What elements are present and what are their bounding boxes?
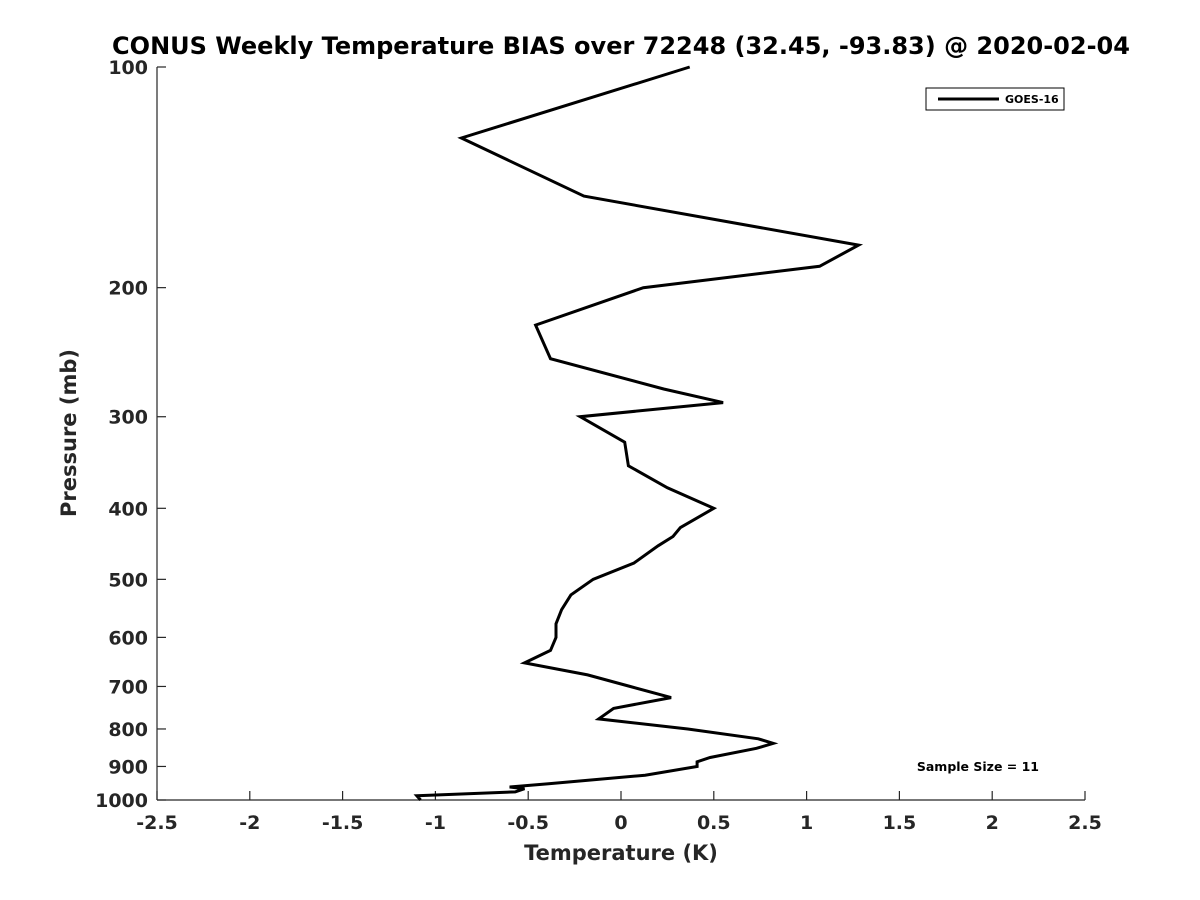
legend: GOES-16 — [925, 87, 1065, 111]
x-tick-label: -0.5 — [507, 812, 549, 834]
x-axis-ticks: -2.5 -2 -1.5 -1 -0.5 0 0.5 1 1.5 2 2.5 — [136, 791, 1102, 834]
y-tick-label: 800 — [108, 719, 148, 741]
legend-label-goes-16: GOES-16 — [1005, 93, 1059, 106]
y-tick-label: 300 — [108, 407, 148, 429]
y-tick-label: 900 — [108, 756, 148, 778]
x-tick-label: -1 — [425, 812, 446, 834]
y-tick-label: 700 — [108, 676, 148, 698]
y-tick-label: 100 — [108, 57, 148, 79]
x-tick-label: -1.5 — [322, 812, 364, 834]
x-tick-label: 2 — [986, 812, 999, 834]
series-line-goes-16 — [413, 65, 864, 802]
y-tick-label: 600 — [108, 627, 148, 649]
y-axis-label: Pressure (mb) — [57, 349, 81, 517]
x-tick-label: -2 — [239, 812, 260, 834]
x-tick-label: 1.5 — [883, 812, 917, 834]
y-tick-label: 500 — [108, 569, 148, 591]
x-tick-label: 0 — [614, 812, 627, 834]
chart-title: CONUS Weekly Temperature BIAS over 72248… — [112, 32, 1130, 60]
y-tick-label: 200 — [108, 278, 148, 300]
series-layer — [413, 65, 864, 802]
x-tick-label: 1 — [800, 812, 813, 834]
sample-size-annotation: Sample Size = 11 — [917, 759, 1039, 774]
y-tick-label: 400 — [108, 498, 148, 520]
x-tick-label: 2.5 — [1068, 812, 1102, 834]
plot-area — [157, 67, 1085, 800]
x-tick-label: 0.5 — [697, 812, 731, 834]
x-tick-label: -2.5 — [136, 812, 178, 834]
y-tick-label: 1000 — [95, 790, 148, 812]
y-axis-ticks: 100 200 300 400 500 600 700 800 900 1000 — [95, 57, 166, 812]
x-axis-label: Temperature (K) — [524, 841, 718, 865]
